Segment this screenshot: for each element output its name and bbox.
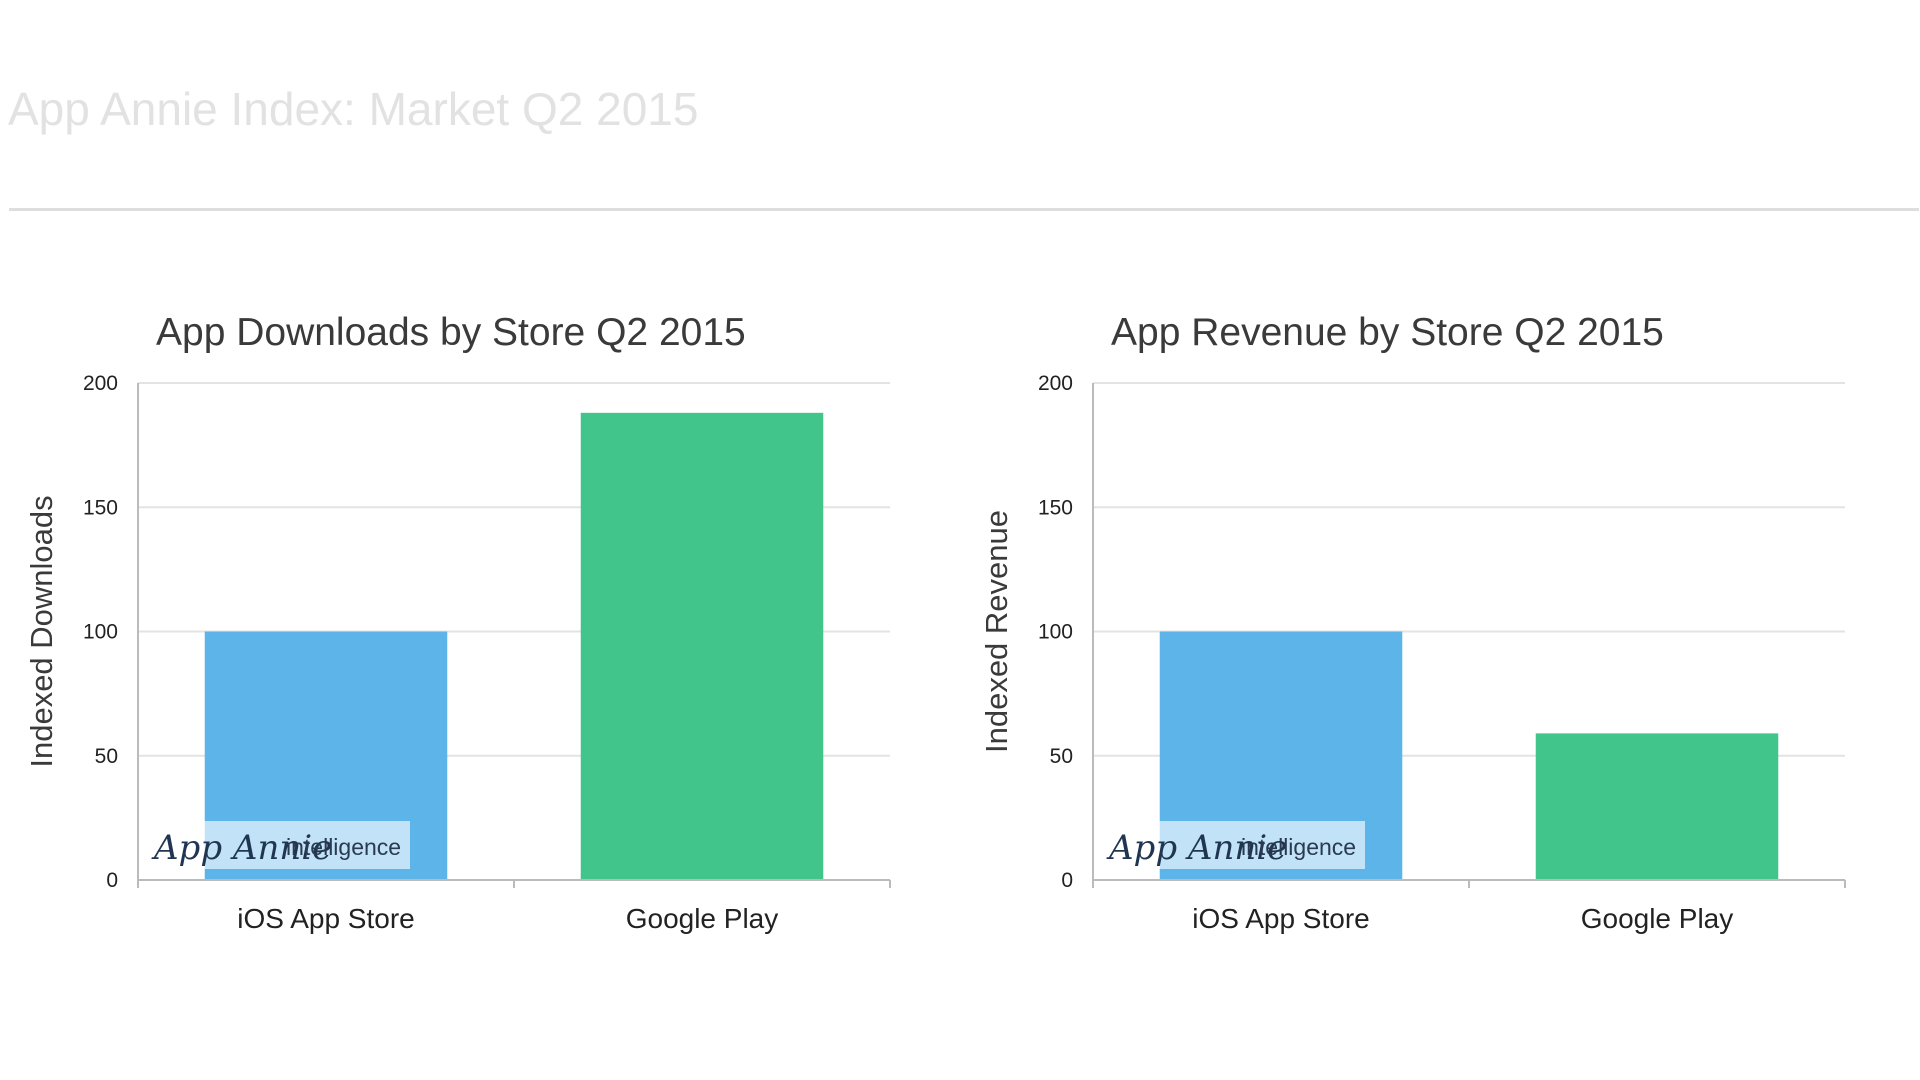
y-tick-label: 50 bbox=[95, 745, 118, 768]
watermark-suffix: intelligence bbox=[286, 834, 401, 860]
y-tick-label: 100 bbox=[83, 621, 118, 644]
y-tick-label: 150 bbox=[1038, 496, 1073, 519]
x-category-label: Google Play bbox=[1581, 903, 1734, 934]
watermark-brand: App Annie bbox=[151, 828, 332, 868]
y-tick-label: 200 bbox=[1038, 372, 1073, 395]
y-tick-label: 50 bbox=[1050, 745, 1073, 768]
x-category-label: iOS App Store bbox=[1192, 903, 1369, 934]
downloads-chart-svg: App Downloads by Store Q2 2015 Indexed Do… bbox=[24, 311, 891, 934]
x-category-label: Google Play bbox=[626, 903, 779, 934]
chart-title: App Downloads by Store Q2 2015 bbox=[156, 311, 746, 354]
chart-title: App Revenue by Store Q2 2015 bbox=[1111, 311, 1664, 354]
downloads-chart: App Downloads by Store Q2 2015 Indexed Do… bbox=[0, 295, 940, 975]
y-tick-label: 100 bbox=[1038, 621, 1073, 644]
slide-title: App Annie Index: Market Q2 2015 bbox=[8, 83, 699, 135]
y-tick-label: 150 bbox=[83, 496, 118, 519]
watermark-backdrop bbox=[150, 821, 410, 869]
y-axis-label: Indexed Revenue bbox=[979, 510, 1014, 753]
y-tick-label: 200 bbox=[83, 372, 118, 395]
bar-google-play bbox=[1535, 733, 1779, 880]
y-tick-label: 0 bbox=[106, 869, 118, 892]
bar-google-play bbox=[580, 412, 824, 880]
y-axis-label: Indexed Downloads bbox=[24, 495, 59, 767]
watermark-suffix: intelligence bbox=[1241, 834, 1356, 860]
revenue-chart-svg: App Revenue by Store Q2 2015 Indexed Reve… bbox=[979, 311, 1846, 934]
x-category-label: iOS App Store bbox=[237, 903, 414, 934]
title-divider bbox=[9, 208, 1919, 211]
watermark-brand: App Annie bbox=[1106, 828, 1287, 868]
y-tick-label: 0 bbox=[1061, 869, 1073, 892]
watermark-backdrop bbox=[1105, 821, 1365, 869]
revenue-chart: App Revenue by Store Q2 2015 Indexed Reve… bbox=[955, 295, 1895, 975]
